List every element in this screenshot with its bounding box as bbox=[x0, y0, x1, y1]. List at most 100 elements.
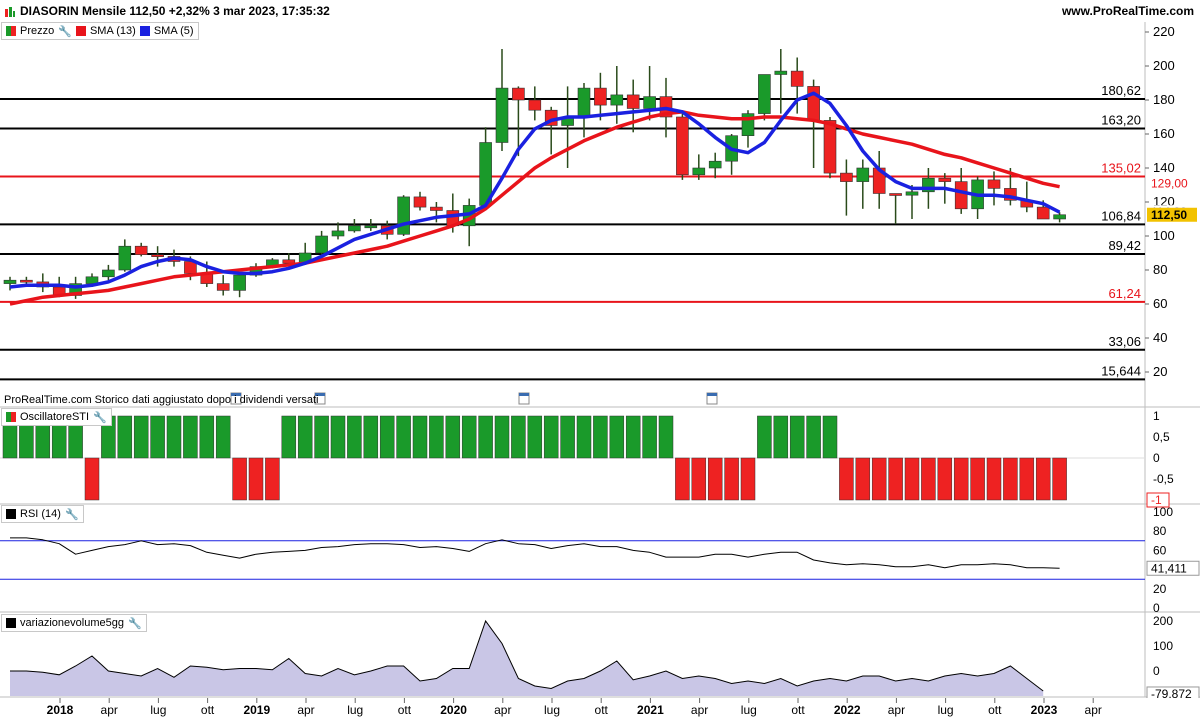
level-label: 33,06 bbox=[1108, 334, 1141, 349]
x-tick-label: lug bbox=[544, 703, 560, 717]
sti-bar-negative bbox=[1003, 457, 1018, 501]
y-tick-label: 20 bbox=[1153, 364, 1167, 379]
sti-bar-positive bbox=[822, 415, 838, 459]
vol-y-tick: 100 bbox=[1153, 639, 1173, 653]
sti-bar-positive bbox=[543, 415, 559, 459]
y-tick-label: 140 bbox=[1153, 160, 1175, 175]
candle-body bbox=[528, 99, 542, 111]
candle-body bbox=[413, 196, 427, 208]
dividend-calendar-icon[interactable] bbox=[706, 392, 718, 405]
sti-bar-positive bbox=[527, 415, 543, 459]
sti-bar-positive bbox=[150, 415, 165, 459]
chart-header: DIASORIN Mensile 112,50 +2,32% 3 mar 202… bbox=[0, 0, 1200, 22]
candle-body bbox=[397, 196, 410, 235]
sti-bar-negative bbox=[84, 457, 100, 501]
legend-sma5-label: SMA (5) bbox=[153, 25, 194, 37]
sti-bar-negative bbox=[740, 457, 756, 501]
candle-body bbox=[790, 70, 804, 87]
sma13-line bbox=[9, 110, 1060, 306]
candle-body bbox=[495, 87, 509, 143]
sti-y-tick: -0,5 bbox=[1153, 472, 1174, 486]
x-tick-label: lug bbox=[347, 703, 363, 717]
candle-body bbox=[676, 116, 689, 176]
candle-body bbox=[233, 274, 246, 291]
settings-wrench-icon[interactable]: 🔧 bbox=[58, 25, 72, 38]
sti-last-bg bbox=[1146, 492, 1170, 508]
sti-bar-positive bbox=[363, 415, 379, 459]
candle-body bbox=[856, 167, 870, 182]
x-tick-label: apr bbox=[101, 703, 118, 717]
rsi-swatch bbox=[6, 509, 16, 519]
sti-bar-negative bbox=[1019, 457, 1035, 501]
sti-bar-positive bbox=[297, 415, 313, 459]
x-tick-label: apr bbox=[888, 703, 905, 717]
settings-wrench-icon[interactable]: 🔧 bbox=[127, 617, 142, 630]
sti-bar-positive bbox=[609, 415, 625, 459]
sti-bar-negative bbox=[970, 457, 985, 501]
candle-body bbox=[20, 279, 33, 283]
sti-bar-positive bbox=[593, 415, 608, 459]
sma5-swatch bbox=[139, 26, 150, 36]
candle-body bbox=[774, 70, 788, 75]
sti-bar-positive bbox=[576, 415, 592, 459]
sti-bar-positive bbox=[773, 415, 789, 459]
sti-bar-positive bbox=[396, 415, 411, 459]
sma13-value-tag: 129,00 bbox=[1147, 176, 1197, 191]
candle-body bbox=[610, 94, 624, 106]
level-label: 106,84 bbox=[1101, 208, 1141, 223]
rsi-y-tick: 60 bbox=[1153, 543, 1167, 557]
sti-bar-negative bbox=[921, 457, 936, 501]
site-url[interactable]: www.ProRealTime.com bbox=[1061, 4, 1194, 18]
y-tick-label: 220 bbox=[1153, 24, 1175, 39]
sti-bar-negative bbox=[855, 457, 871, 501]
main-legend[interactable]: Prezzo 🔧 SMA (13) SMA (5) bbox=[1, 22, 199, 40]
candle-body bbox=[594, 87, 607, 106]
candle-body bbox=[430, 206, 443, 211]
dividend-calendar-icon[interactable] bbox=[314, 392, 326, 405]
candle-body bbox=[282, 259, 296, 264]
sti-bar-negative bbox=[888, 457, 903, 501]
x-tick-label: ott bbox=[201, 703, 215, 717]
level-label: 163,20 bbox=[1101, 113, 1141, 128]
prorealtime-logo-icon bbox=[4, 5, 16, 17]
settings-wrench-icon[interactable]: 🔧 bbox=[64, 508, 79, 521]
last-price-tag-text: 112,50 bbox=[1151, 208, 1187, 222]
level-label: 61,24 bbox=[1108, 286, 1141, 301]
candle-body bbox=[577, 87, 591, 118]
sti-bar-positive bbox=[757, 415, 772, 459]
candle-body bbox=[643, 96, 656, 109]
sti-y-tick: 0,5 bbox=[1153, 430, 1170, 444]
vol-swatch bbox=[6, 618, 16, 628]
vol-label: variazionevolume5gg bbox=[20, 617, 124, 629]
vol-y-tick: 0 bbox=[1153, 664, 1160, 678]
candle-body bbox=[692, 167, 706, 176]
dividend-calendar-icon[interactable] bbox=[230, 392, 242, 405]
candle-body bbox=[315, 235, 328, 254]
x-tick-label: ott bbox=[791, 703, 805, 717]
vol-legend[interactable]: variazionevolume5gg 🔧 bbox=[1, 614, 147, 632]
settings-wrench-icon[interactable]: 🔧 bbox=[93, 411, 107, 424]
sma13-value-tag-bg bbox=[1147, 176, 1197, 191]
sti-bar-positive bbox=[330, 415, 346, 459]
level-label: 180,62 bbox=[1101, 83, 1141, 98]
sti-legend[interactable]: OscillatoreSTI 🔧 bbox=[1, 408, 112, 426]
sma13-swatch bbox=[75, 26, 86, 36]
sti-swatch bbox=[6, 412, 16, 422]
x-tick-label: lug bbox=[741, 703, 757, 717]
candle-body bbox=[626, 94, 640, 109]
sti-bar-positive bbox=[445, 415, 461, 459]
sti-label: OscillatoreSTI bbox=[20, 411, 90, 423]
x-tick-label: apr bbox=[691, 703, 708, 717]
instrument-title: DIASORIN Mensile 112,50 +2,32% 3 mar 202… bbox=[20, 4, 330, 18]
x-tick-label: 2020 bbox=[440, 703, 467, 717]
y-tick-label: 100 bbox=[1153, 228, 1175, 243]
sti-bar-positive bbox=[347, 415, 362, 459]
dividend-calendar-icon[interactable] bbox=[518, 392, 530, 405]
sti-bar-positive bbox=[625, 415, 641, 459]
rsi-legend[interactable]: RSI (14) 🔧 bbox=[1, 505, 84, 523]
x-tick-label: 2022 bbox=[834, 703, 861, 717]
sti-bar-negative bbox=[707, 457, 723, 501]
x-tick-label: apr bbox=[494, 703, 511, 717]
sti-bar-positive bbox=[314, 415, 329, 459]
